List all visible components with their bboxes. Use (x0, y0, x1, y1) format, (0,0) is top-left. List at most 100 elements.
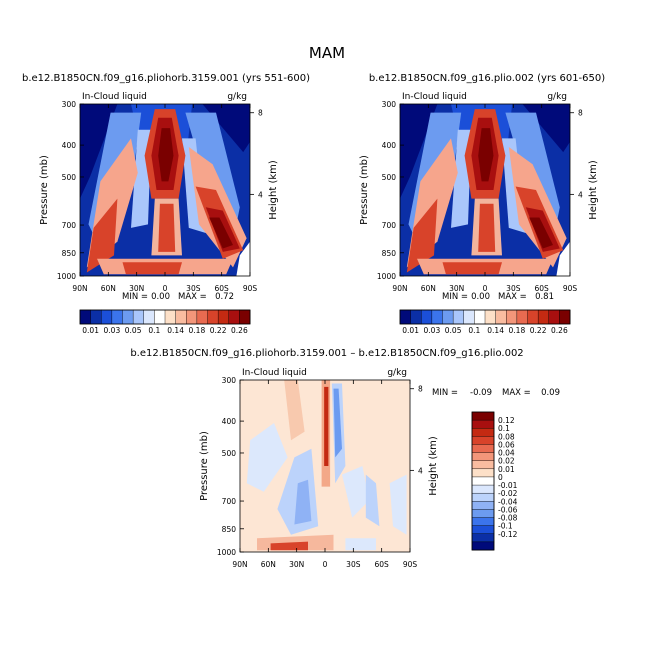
x-tick-label: 60S (215, 284, 230, 293)
y-tick-label: 300 (222, 376, 237, 385)
x-tick-label: 90N (392, 284, 407, 293)
colorbar-swatch (90, 309, 102, 325)
variable-label: In-Cloud liquid (82, 92, 147, 102)
chart-title: b.e12.B1850CN.f09_g16.pliohorb.3159.001 … (130, 348, 523, 359)
y-tick-label: 700 (222, 497, 237, 506)
y-axis-label-right: Height (km) (588, 160, 599, 220)
y-tick-label: 1000 (377, 272, 396, 281)
colorbar-swatch (471, 525, 495, 535)
y-tick-label: 850 (222, 525, 237, 534)
colorbar-swatch (207, 309, 219, 325)
y-axis-label-right: Height (km) (428, 436, 439, 496)
y-tick-label: 500 (62, 173, 77, 182)
x-tick-label: 30N (449, 284, 464, 293)
colorbar-swatch (217, 309, 230, 325)
colorbar-swatch (484, 309, 497, 325)
colorbar-swatch (239, 309, 251, 325)
page-title: MAM (309, 44, 345, 62)
x-tick-label: 90S (563, 284, 578, 293)
colorbar-swatch (471, 484, 495, 494)
colorbar-swatch (452, 309, 465, 325)
colorbar-label: -0.06 (498, 505, 518, 514)
colorbar-swatch (132, 309, 145, 325)
x-tick-label: 30S (186, 284, 201, 293)
colorbar-label: 0.08 (498, 432, 515, 441)
y-axis-label: Pressure (mb) (39, 155, 50, 225)
colorbar-swatch (175, 309, 187, 325)
colorbar-swatch (537, 309, 550, 325)
chart-panel-1: b.e12.B1850CN.f09_g16.pliohorb.3159.001 … (22, 73, 310, 335)
y-tick-label: 300 (382, 100, 397, 109)
y-axis-label-right: Height (km) (268, 160, 279, 220)
colorbar-frame (79, 309, 251, 325)
colorbar-swatch (471, 517, 495, 527)
min-value: 0.00 (151, 292, 170, 302)
min-label: MIN = (122, 292, 148, 302)
variable-label: In-Cloud liquid (242, 368, 307, 378)
colorbar-label: 0.18 (509, 326, 526, 335)
colorbar-label: 0.14 (167, 326, 184, 335)
colorbar-swatch (186, 309, 198, 325)
colorbar-swatch (101, 309, 113, 325)
variable-label: In-Cloud liquid (402, 92, 467, 102)
colorbar-label: 0.06 (498, 440, 515, 449)
y-axis-label: Pressure (mb) (359, 155, 370, 225)
colorbar-swatch (471, 541, 495, 551)
colorbar-frame (399, 309, 571, 325)
colorbar-swatch (471, 509, 495, 518)
x-tick-label: 90N (232, 560, 247, 569)
x-tick-label: 90N (72, 284, 87, 293)
colorbar-swatch (410, 309, 422, 325)
colorbar-swatch (471, 492, 495, 502)
contour-field (80, 104, 250, 276)
colorbar-label: 0.26 (231, 326, 248, 335)
colorbar-swatch (471, 476, 495, 486)
colorbar-label: 0.03 (424, 326, 441, 335)
colorbar-swatch (79, 309, 92, 325)
y-tick-label: 400 (382, 141, 397, 150)
chart-panel-difference: b.e12.B1850CN.f09_g16.pliohorb.3159.001 … (130, 348, 560, 569)
chart-panel-2: b.e12.B1850CN.f09_g16.plio.002 (yrs 601-… (359, 73, 605, 335)
min-label: MIN = (442, 292, 468, 302)
x-tick-label: 60N (261, 560, 276, 569)
y-tick-label: 300 (62, 100, 77, 109)
colorbar-swatch (122, 309, 134, 325)
y-tick-label: 850 (62, 249, 77, 258)
colorbar-swatch (463, 309, 475, 325)
colorbar-label: 0.1 (148, 326, 160, 335)
y-axis-label: Pressure (mb) (199, 431, 210, 501)
colorbar-swatch (111, 309, 123, 325)
colorbar-label: 0.1 (468, 326, 480, 335)
colorbar-swatch (471, 436, 495, 445)
colorbar-swatch (471, 452, 495, 462)
colorbar-label: 0.12 (498, 416, 515, 425)
min-label: MIN = (432, 388, 458, 398)
colorbar-swatch (164, 309, 177, 325)
height-tick-label: 8 (258, 109, 263, 118)
colorbar-label: -0.1 (498, 522, 513, 531)
y-tick-label: 400 (62, 141, 77, 150)
colorbar-label: 0.01 (402, 326, 419, 335)
x-tick-label: 60S (535, 284, 550, 293)
colorbar-swatch (442, 309, 454, 325)
colorbar-label: 0.02 (498, 457, 515, 466)
units-label: g/kg (547, 92, 567, 102)
colorbar-swatch (527, 309, 539, 325)
y-tick-label: 500 (222, 449, 237, 458)
units-label: g/kg (227, 92, 247, 102)
colorbar-label: -0.12 (498, 530, 518, 539)
chart-title: b.e12.B1850CN.f09_g16.pliohorb.3159.001 … (22, 73, 310, 84)
colorbar-label: 0.05 (445, 326, 462, 335)
contour-field (240, 380, 410, 552)
colorbar-swatch (495, 309, 507, 325)
units-label: g/kg (387, 368, 407, 378)
y-tick-label: 1000 (57, 272, 76, 281)
colorbar-label: 0 (498, 473, 503, 482)
y-tick-label: 850 (382, 249, 397, 258)
colorbar-swatch (471, 501, 495, 510)
colorbar-label: 0.05 (125, 326, 142, 335)
colorbar-label: -0.04 (498, 497, 518, 506)
colorbar-label: 0.22 (210, 326, 227, 335)
